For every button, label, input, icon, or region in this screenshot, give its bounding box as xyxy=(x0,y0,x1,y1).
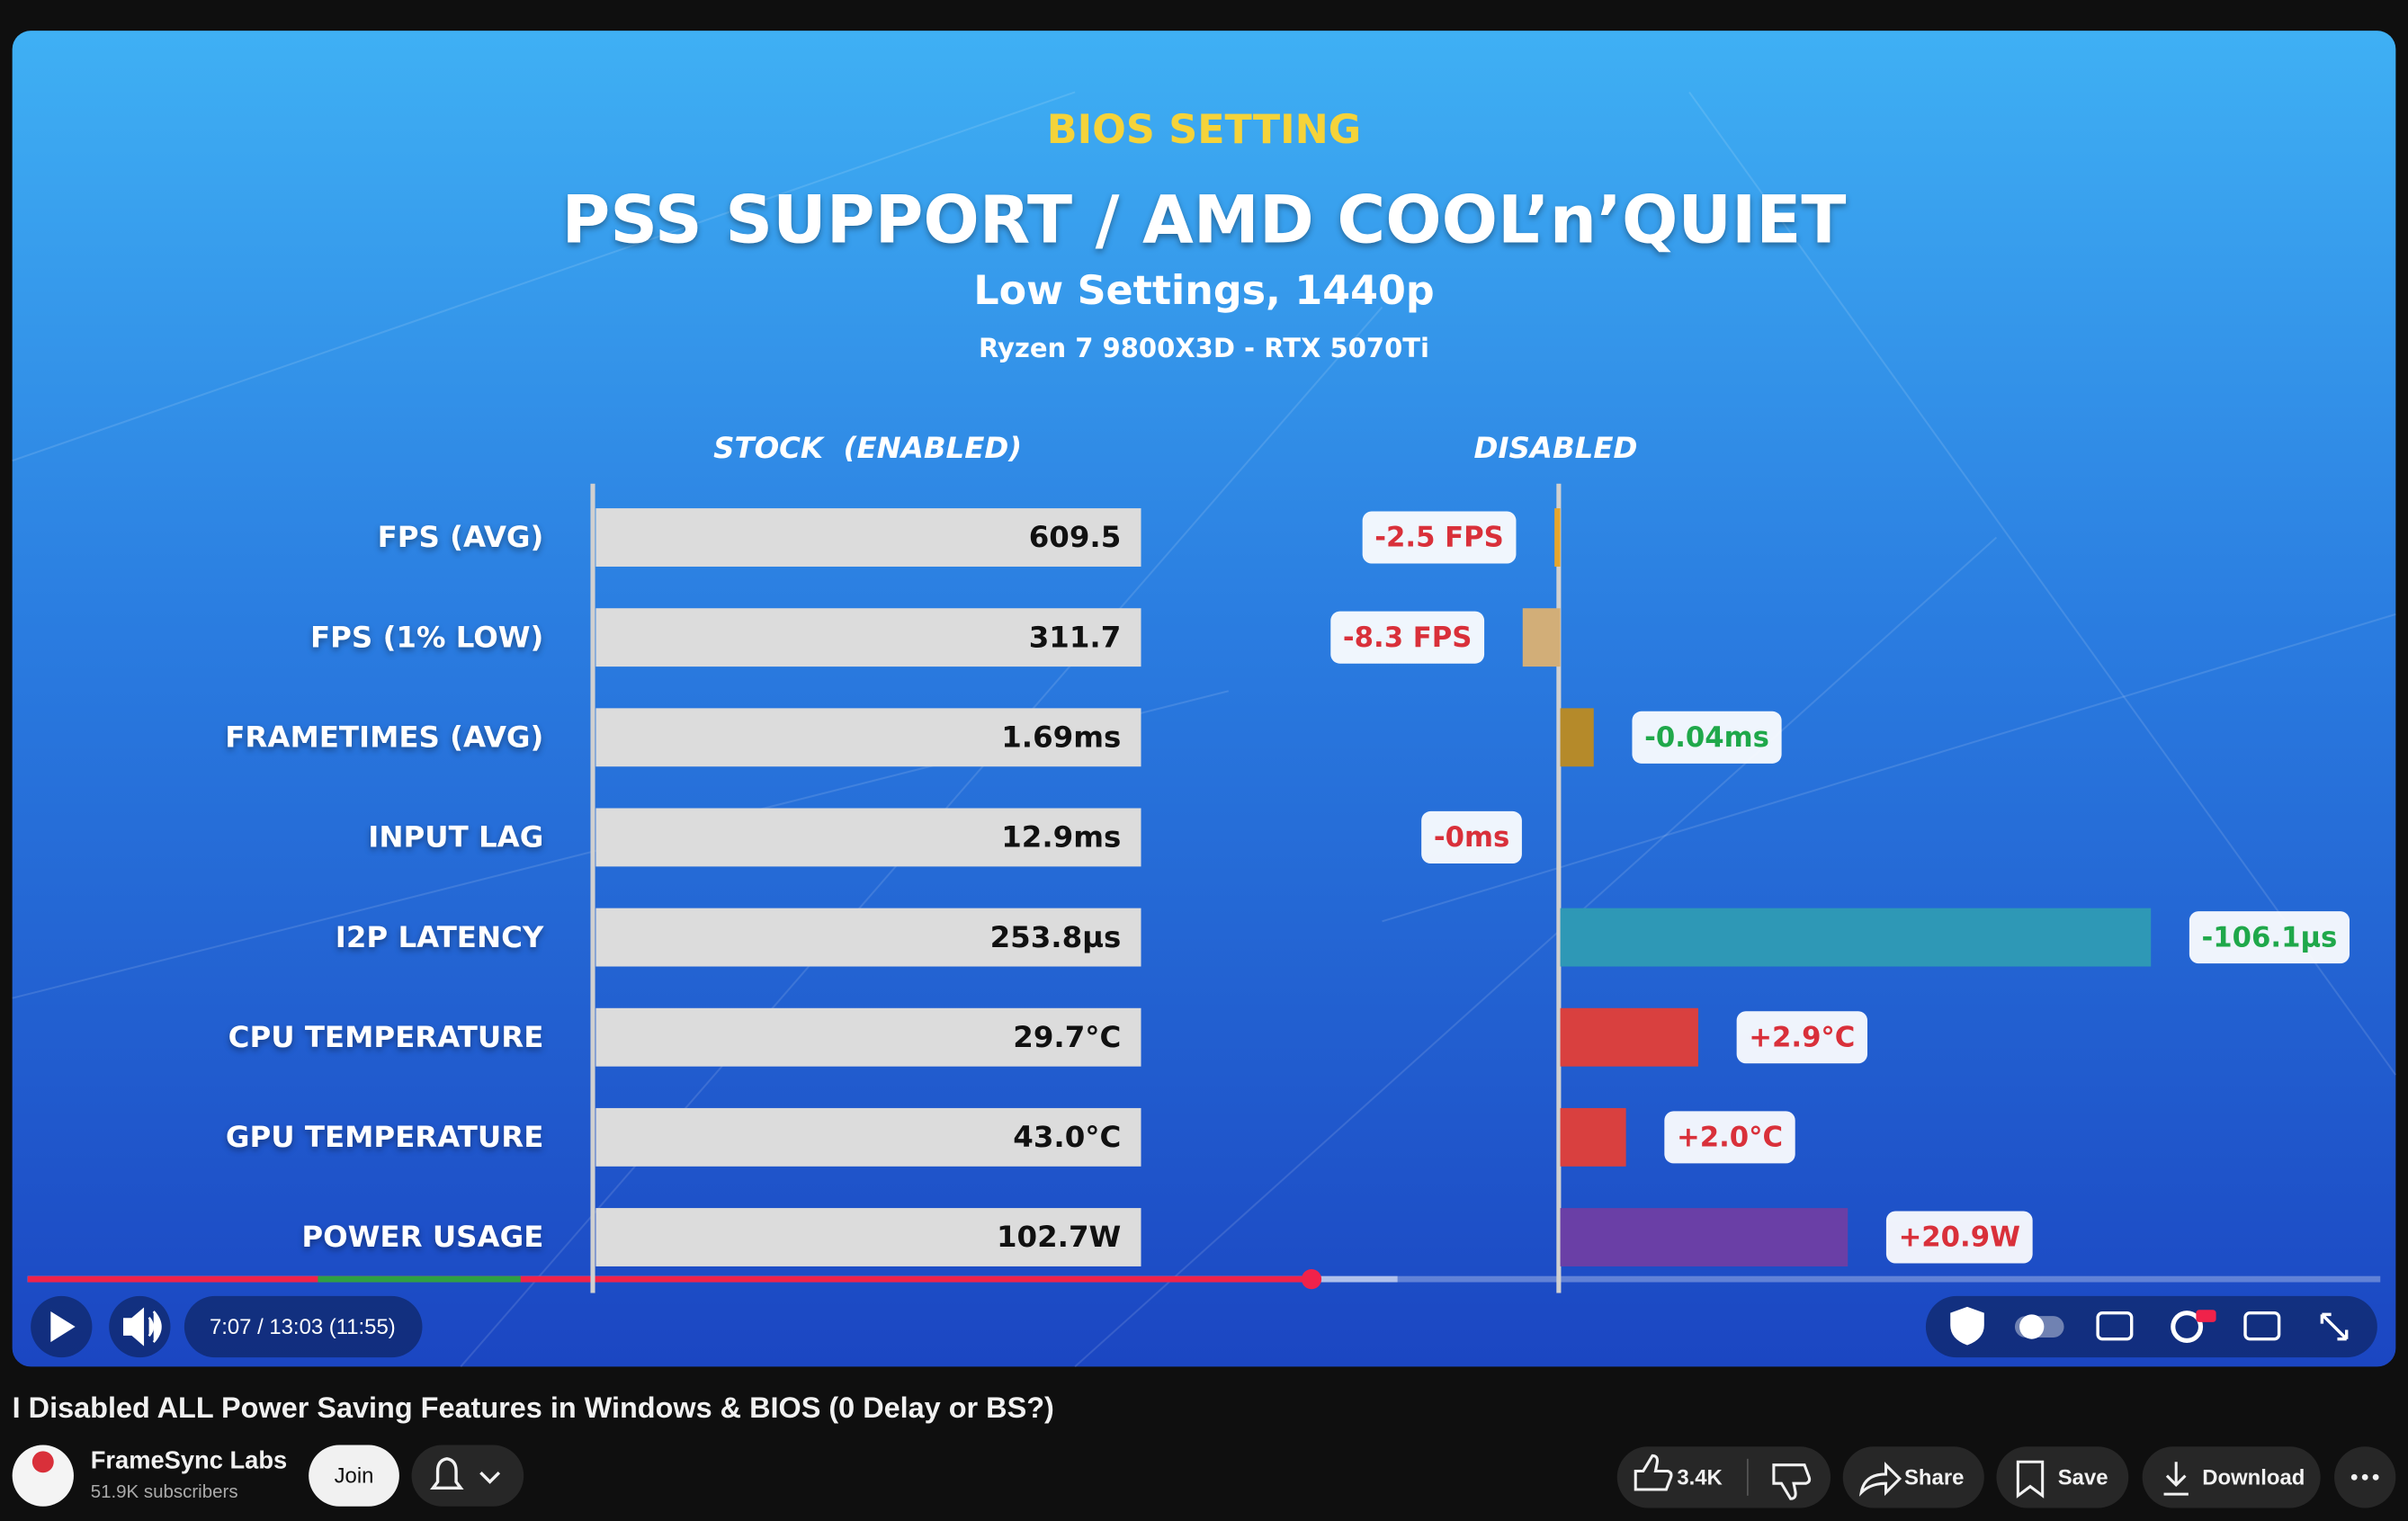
delta-label-box xyxy=(1885,1211,2033,1264)
chart-caption: Ryzen 7 9800X3D - RTX 5070Ti xyxy=(979,333,1429,363)
right-controls xyxy=(1925,1295,2377,1358)
series-header: DISABLED xyxy=(1474,431,1638,465)
share-button[interactable] xyxy=(1842,1446,1984,1508)
video-title: I Disabled ALL Power Saving Features in … xyxy=(13,1391,1054,1424)
stock-bar xyxy=(595,1208,1141,1266)
fullscreen-button[interactable] xyxy=(2320,1312,2349,1341)
download-label: Download xyxy=(2202,1465,2305,1490)
like-button[interactable] xyxy=(1634,1454,1673,1491)
stock-bar xyxy=(595,1007,1141,1067)
stock-bar xyxy=(595,1107,1141,1167)
like-count: 3.4K xyxy=(1677,1465,1723,1490)
download-button[interactable] xyxy=(2142,1446,2321,1508)
delta-bar xyxy=(1554,508,1561,567)
delta-value-label: -8.3 FPS xyxy=(1343,622,1472,654)
stock-value-label: 43.0°C xyxy=(1013,1120,1121,1154)
notify-button[interactable] xyxy=(411,1445,524,1507)
stock-value-label: 102.7W xyxy=(997,1220,1121,1254)
time-display: 7:07 / 13:03 (11:55) xyxy=(210,1315,396,1339)
avatar-logo xyxy=(31,1451,54,1473)
save-label: Save xyxy=(2058,1465,2108,1490)
hd-badge xyxy=(2196,1310,2216,1322)
autoplay-knob xyxy=(2019,1314,2045,1339)
subscriber-count: 51.9K subscribers xyxy=(91,1481,238,1502)
like-dislike-group xyxy=(1616,1446,1831,1508)
stock-value-label: 1.69ms xyxy=(1001,720,1121,755)
category-label: POWER USAGE xyxy=(301,1220,543,1254)
stock-value-label: 253.8µs xyxy=(990,920,1122,954)
delta-bar xyxy=(1522,608,1561,667)
play-icon xyxy=(50,1311,76,1343)
cc-button[interactable] xyxy=(2096,1311,2134,1341)
delta-bar xyxy=(1560,1107,1626,1167)
category-label: FPS (AVG) xyxy=(378,520,544,554)
stock-value-label: 609.5 xyxy=(1029,520,1122,554)
delta-value-label: -106.1µs xyxy=(2202,921,2338,953)
delta-label-box xyxy=(1421,810,1522,863)
delta-bar xyxy=(1560,908,2152,967)
join-label: Join xyxy=(335,1464,374,1489)
share-label: Share xyxy=(1904,1465,1964,1490)
category-label: I2P LATENCY xyxy=(336,920,544,954)
delta-value-label: -0.04ms xyxy=(1644,721,1769,754)
delta-label-box xyxy=(1330,611,1485,664)
category-label: CPU TEMPERATURE xyxy=(228,1020,544,1054)
save-icon xyxy=(2016,1460,2045,1499)
category-label: GPU TEMPERATURE xyxy=(226,1120,544,1154)
dislike-button[interactable] xyxy=(1772,1463,1812,1500)
share-icon xyxy=(1858,1461,1902,1497)
channel-name[interactable]: FrameSync Labs xyxy=(91,1445,287,1473)
channel-avatar[interactable] xyxy=(12,1445,74,1507)
delta-bar xyxy=(1560,1007,1698,1067)
category-label: FRAMETIMES (AVG) xyxy=(225,720,543,755)
download-icon xyxy=(2163,1462,2189,1496)
delta-label-box xyxy=(2189,911,2350,964)
delta-label-box xyxy=(1736,1011,1868,1064)
stock-value-label: 29.7°C xyxy=(1013,1020,1121,1054)
chart-supertitle: BIOS SETTING xyxy=(1047,107,1361,153)
delta-value-label: +2.0°C xyxy=(1677,1122,1783,1154)
progress-chapter xyxy=(318,1275,521,1283)
more-icon xyxy=(2350,1473,2379,1481)
delta-value-label: -2.5 FPS xyxy=(1374,522,1503,554)
stock-bar xyxy=(595,608,1141,667)
settings-button[interactable] xyxy=(2171,1311,2204,1343)
bell-icon xyxy=(430,1457,501,1490)
stock-value-label: 311.7 xyxy=(1029,620,1122,654)
delta-value-label: +20.9W xyxy=(1899,1221,2020,1254)
stock-bar xyxy=(595,808,1141,867)
progress-played xyxy=(27,1275,1312,1283)
shield-icon[interactable] xyxy=(1950,1306,1984,1346)
delta-label-box xyxy=(1632,711,1782,764)
stock-bar xyxy=(595,708,1141,767)
join-button[interactable] xyxy=(309,1445,399,1507)
chart: BIOS SETTING PSS SUPPORT / AMD COOL’n’QUI… xyxy=(225,107,2350,1293)
stock-value-label: 12.9ms xyxy=(1001,820,1121,854)
chart-title: PSS SUPPORT / AMD COOL’n’QUIET xyxy=(561,182,1846,258)
chart-subtitle: Low Settings, 1440p xyxy=(973,268,1434,314)
stock-bar xyxy=(595,508,1141,567)
volume-icon xyxy=(123,1307,162,1347)
delta-value-label: -0ms xyxy=(1434,821,1509,854)
delta-label-box xyxy=(1664,1111,1795,1164)
category-label: INPUT LAG xyxy=(368,820,543,854)
stock-bar xyxy=(595,908,1141,967)
delta-value-label: +2.9°C xyxy=(1749,1021,1855,1053)
delta-label-box xyxy=(1362,511,1517,564)
delta-bar xyxy=(1560,708,1594,767)
category-label: FPS (1% LOW) xyxy=(310,620,543,654)
progress-handle[interactable] xyxy=(1301,1269,1322,1290)
series-header: STOCK (ENABLED) xyxy=(713,431,1022,465)
miniplayer-button[interactable] xyxy=(2243,1311,2281,1341)
time-pill xyxy=(184,1295,423,1358)
delta-bar xyxy=(1560,1208,1849,1266)
